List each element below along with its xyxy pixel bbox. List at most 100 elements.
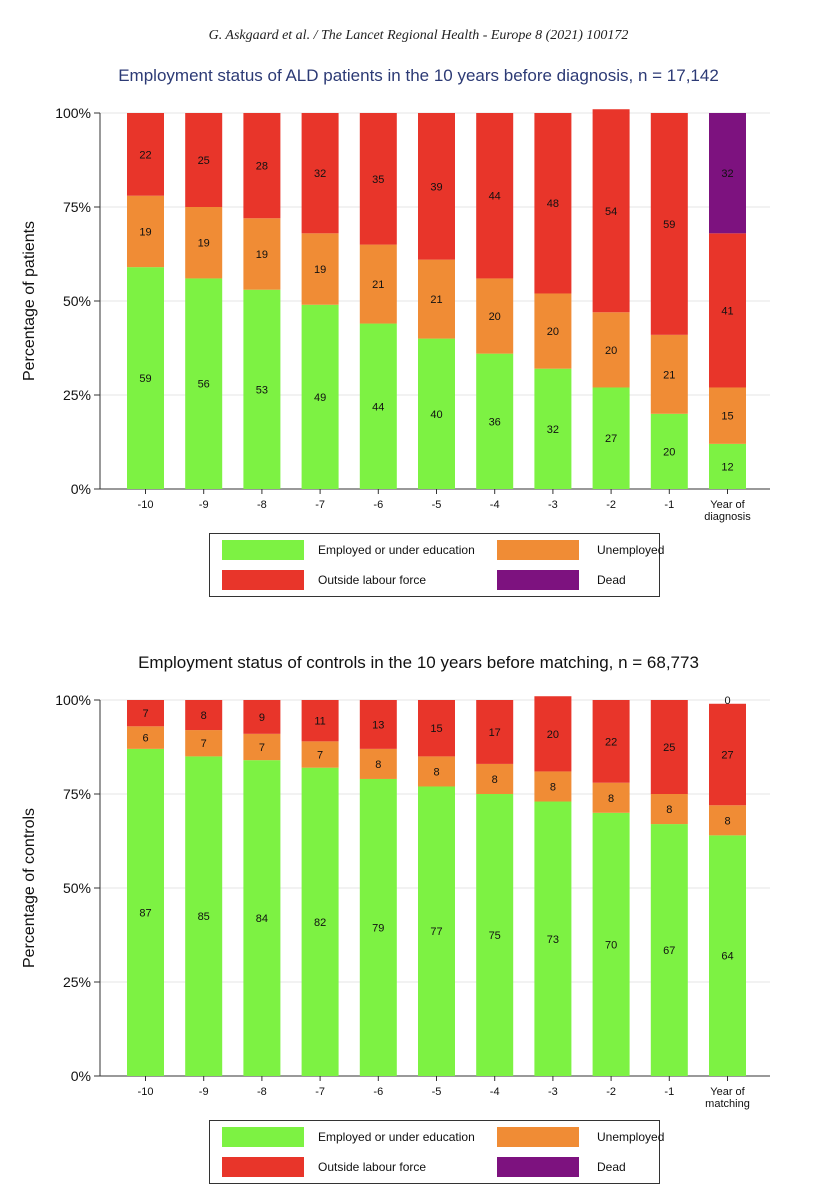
- value-label-outside: 22: [605, 736, 617, 748]
- legend-swatch-outside: [222, 1157, 304, 1177]
- x-tick-label: matching: [705, 1098, 750, 1110]
- y-tick-label: 50%: [63, 880, 91, 896]
- bar-outside: [476, 700, 514, 764]
- bar-employed: [476, 353, 514, 489]
- value-label-employed: 84: [256, 913, 268, 925]
- chart-controls: 0%25%50%75%100%Percentage of controls 876…: [21, 692, 770, 1110]
- bar-outside: [709, 703, 746, 806]
- bar-unemployed: [301, 741, 339, 768]
- bar-employed: [301, 767, 339, 1076]
- bar-employed: [592, 387, 630, 489]
- value-label-outside: 20: [547, 729, 559, 741]
- value-label-employed: 64: [721, 951, 733, 963]
- bar-unemployed: [301, 233, 339, 305]
- y-tick-label: 0%: [71, 481, 91, 497]
- y-axis-label: Percentage of controls: [21, 808, 38, 968]
- value-label-unemployed: 8: [666, 804, 672, 816]
- bar-unemployed: [127, 195, 164, 268]
- value-label-outside: 32: [314, 168, 326, 180]
- value-label-outside: 39: [430, 181, 442, 193]
- value-label-outside: 44: [489, 191, 501, 203]
- value-label-employed: 82: [314, 917, 326, 929]
- legend-swatch-employed: [222, 540, 304, 560]
- value-label-outside: 22: [139, 149, 151, 161]
- bar-outside: [359, 700, 397, 749]
- legend-swatch-employed: [222, 1127, 304, 1147]
- value-label-outside: 7: [142, 708, 148, 720]
- bar-outside: [418, 700, 455, 757]
- chart-title-patients: Employment status of ALD patients in the…: [118, 66, 719, 85]
- bar-unemployed: [534, 771, 572, 802]
- bar-employed: [359, 778, 397, 1076]
- legend-label-outside: Outside labour force: [318, 1160, 427, 1174]
- x-tick-label: -5: [432, 499, 442, 511]
- bar-unemployed: [592, 312, 630, 388]
- value-label-employed: 56: [198, 379, 210, 391]
- bar-outside: [650, 700, 688, 794]
- bar-outside: [127, 700, 164, 727]
- bar-outside: [359, 113, 397, 245]
- bar-employed: [709, 835, 746, 1076]
- value-label-employed: 32: [547, 424, 559, 436]
- legend-swatch-outside: [222, 570, 304, 590]
- bar-outside: [301, 700, 339, 742]
- x-tick-label: Year of: [710, 499, 745, 511]
- bar-unemployed: [243, 733, 281, 761]
- bar-outside: [534, 113, 572, 294]
- bar-outside: [243, 700, 281, 734]
- chart-patients: 0% 25% 50% 75% 100% Percentage of patients 59 1…: [21, 105, 770, 523]
- bar-employed: [476, 794, 514, 1076]
- legend-label-unemployed: Unemployed: [597, 543, 665, 557]
- value-label-employed: 36: [489, 416, 501, 428]
- value-label-employed: 40: [430, 409, 442, 421]
- x-tick-label: -7: [315, 1086, 325, 1098]
- value-label-employed: 73: [547, 934, 559, 946]
- x-tick-label: -5: [432, 1086, 442, 1098]
- value-label-unemployed: 6: [142, 733, 148, 745]
- bar-employed: [243, 760, 281, 1076]
- x-tick-label: -3: [548, 499, 558, 511]
- bar-outside: [243, 113, 281, 219]
- bar-outside: [301, 113, 339, 234]
- value-label-outside: 48: [547, 198, 559, 210]
- legend-label-employed: Employed or under education: [318, 1130, 475, 1144]
- x-tick-label: -3: [548, 1086, 558, 1098]
- value-label-employed: 59: [139, 373, 151, 385]
- bar-employed: [534, 368, 572, 489]
- bar-unemployed: [476, 763, 514, 794]
- value-label-unemployed: 20: [547, 326, 559, 338]
- bar-unemployed: [709, 387, 746, 444]
- y-tick-label: 100%: [55, 105, 91, 121]
- bar-outside: [592, 700, 630, 783]
- value-label-outside: 9: [259, 712, 265, 724]
- x-tick-label: -6: [373, 499, 383, 511]
- bar-outside: [476, 113, 514, 279]
- value-label-unemployed: 20: [489, 311, 501, 323]
- x-tick-label: -8: [257, 1086, 267, 1098]
- legend-label-dead: Dead: [597, 573, 626, 587]
- bar-outside: [650, 113, 688, 335]
- y-tick-label: 75%: [63, 199, 91, 215]
- value-label-employed: 67: [663, 945, 675, 957]
- bar-employed: [243, 289, 281, 489]
- bar-unemployed: [185, 730, 223, 757]
- legend-label-outside: Outside labour force: [318, 573, 427, 587]
- legend-swatch-dead: [497, 1157, 579, 1177]
- bar-unemployed: [359, 244, 397, 324]
- value-label-employed: 85: [198, 911, 210, 923]
- value-label-outside: 27: [721, 750, 733, 762]
- y-tick-label: 25%: [63, 387, 91, 403]
- chart-title-controls: Employment status of controls in the 10 …: [138, 653, 699, 672]
- value-label-outside: 11: [314, 716, 325, 728]
- legend-controls: Employed or under education Unemployed O…: [209, 1120, 664, 1184]
- bar-employed: [650, 824, 688, 1076]
- bar-employed: [359, 323, 397, 489]
- value-label-unemployed: 7: [317, 750, 323, 762]
- x-tick-label: -1: [664, 1086, 674, 1098]
- bar-unemployed: [418, 259, 455, 339]
- value-label-employed: 87: [139, 907, 151, 919]
- bar-outside: [534, 696, 572, 772]
- value-label-unemployed: 19: [198, 238, 210, 250]
- bar-outside: [709, 233, 746, 388]
- x-tick-label: -4: [490, 499, 500, 511]
